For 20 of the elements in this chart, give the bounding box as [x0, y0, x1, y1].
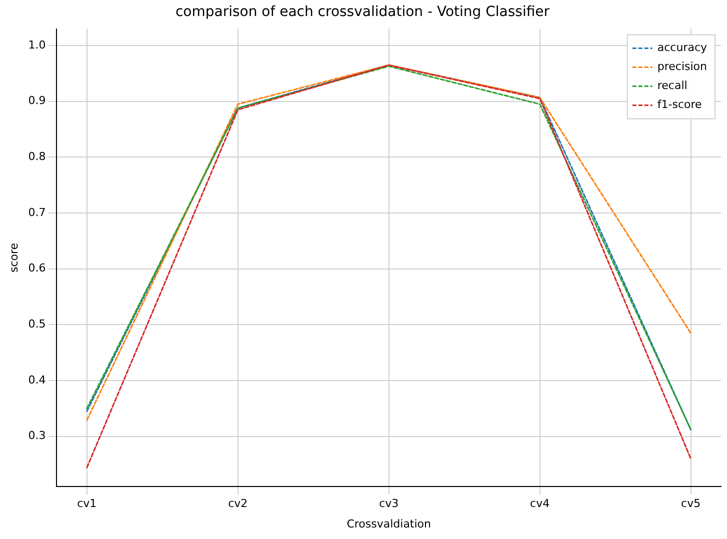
chart-title: comparison of each crossvalidation - Voting Classifier [175, 4, 550, 20]
legend-label: accuracy [657, 41, 708, 54]
y-tick-label: 0.7 [28, 206, 46, 219]
legend-label: precision [657, 60, 708, 74]
x-tick-label: cv2 [228, 497, 248, 510]
y-axis-title: score [7, 242, 20, 272]
legend-label: f1-score [657, 98, 702, 112]
y-tick-label: 0.6 [28, 262, 46, 275]
legend-label: recall [657, 79, 688, 92]
y-tick-label: 0.4 [28, 373, 46, 386]
y-tick-label: 0.8 [28, 150, 46, 164]
x-tick-label: cv1 [77, 497, 97, 510]
x-tick-label: cv3 [379, 497, 399, 510]
y-tick-label: 0.5 [28, 318, 46, 331]
y-tick-label: 0.9 [28, 94, 46, 108]
y-tick-label: 1.0 [28, 38, 46, 52]
y-tick-label: 0.3 [28, 429, 46, 442]
x-tick-label: cv5 [681, 497, 701, 510]
x-axis-title: Crossvaldiation [346, 517, 432, 530]
x-tick-label: cv4 [530, 497, 550, 510]
